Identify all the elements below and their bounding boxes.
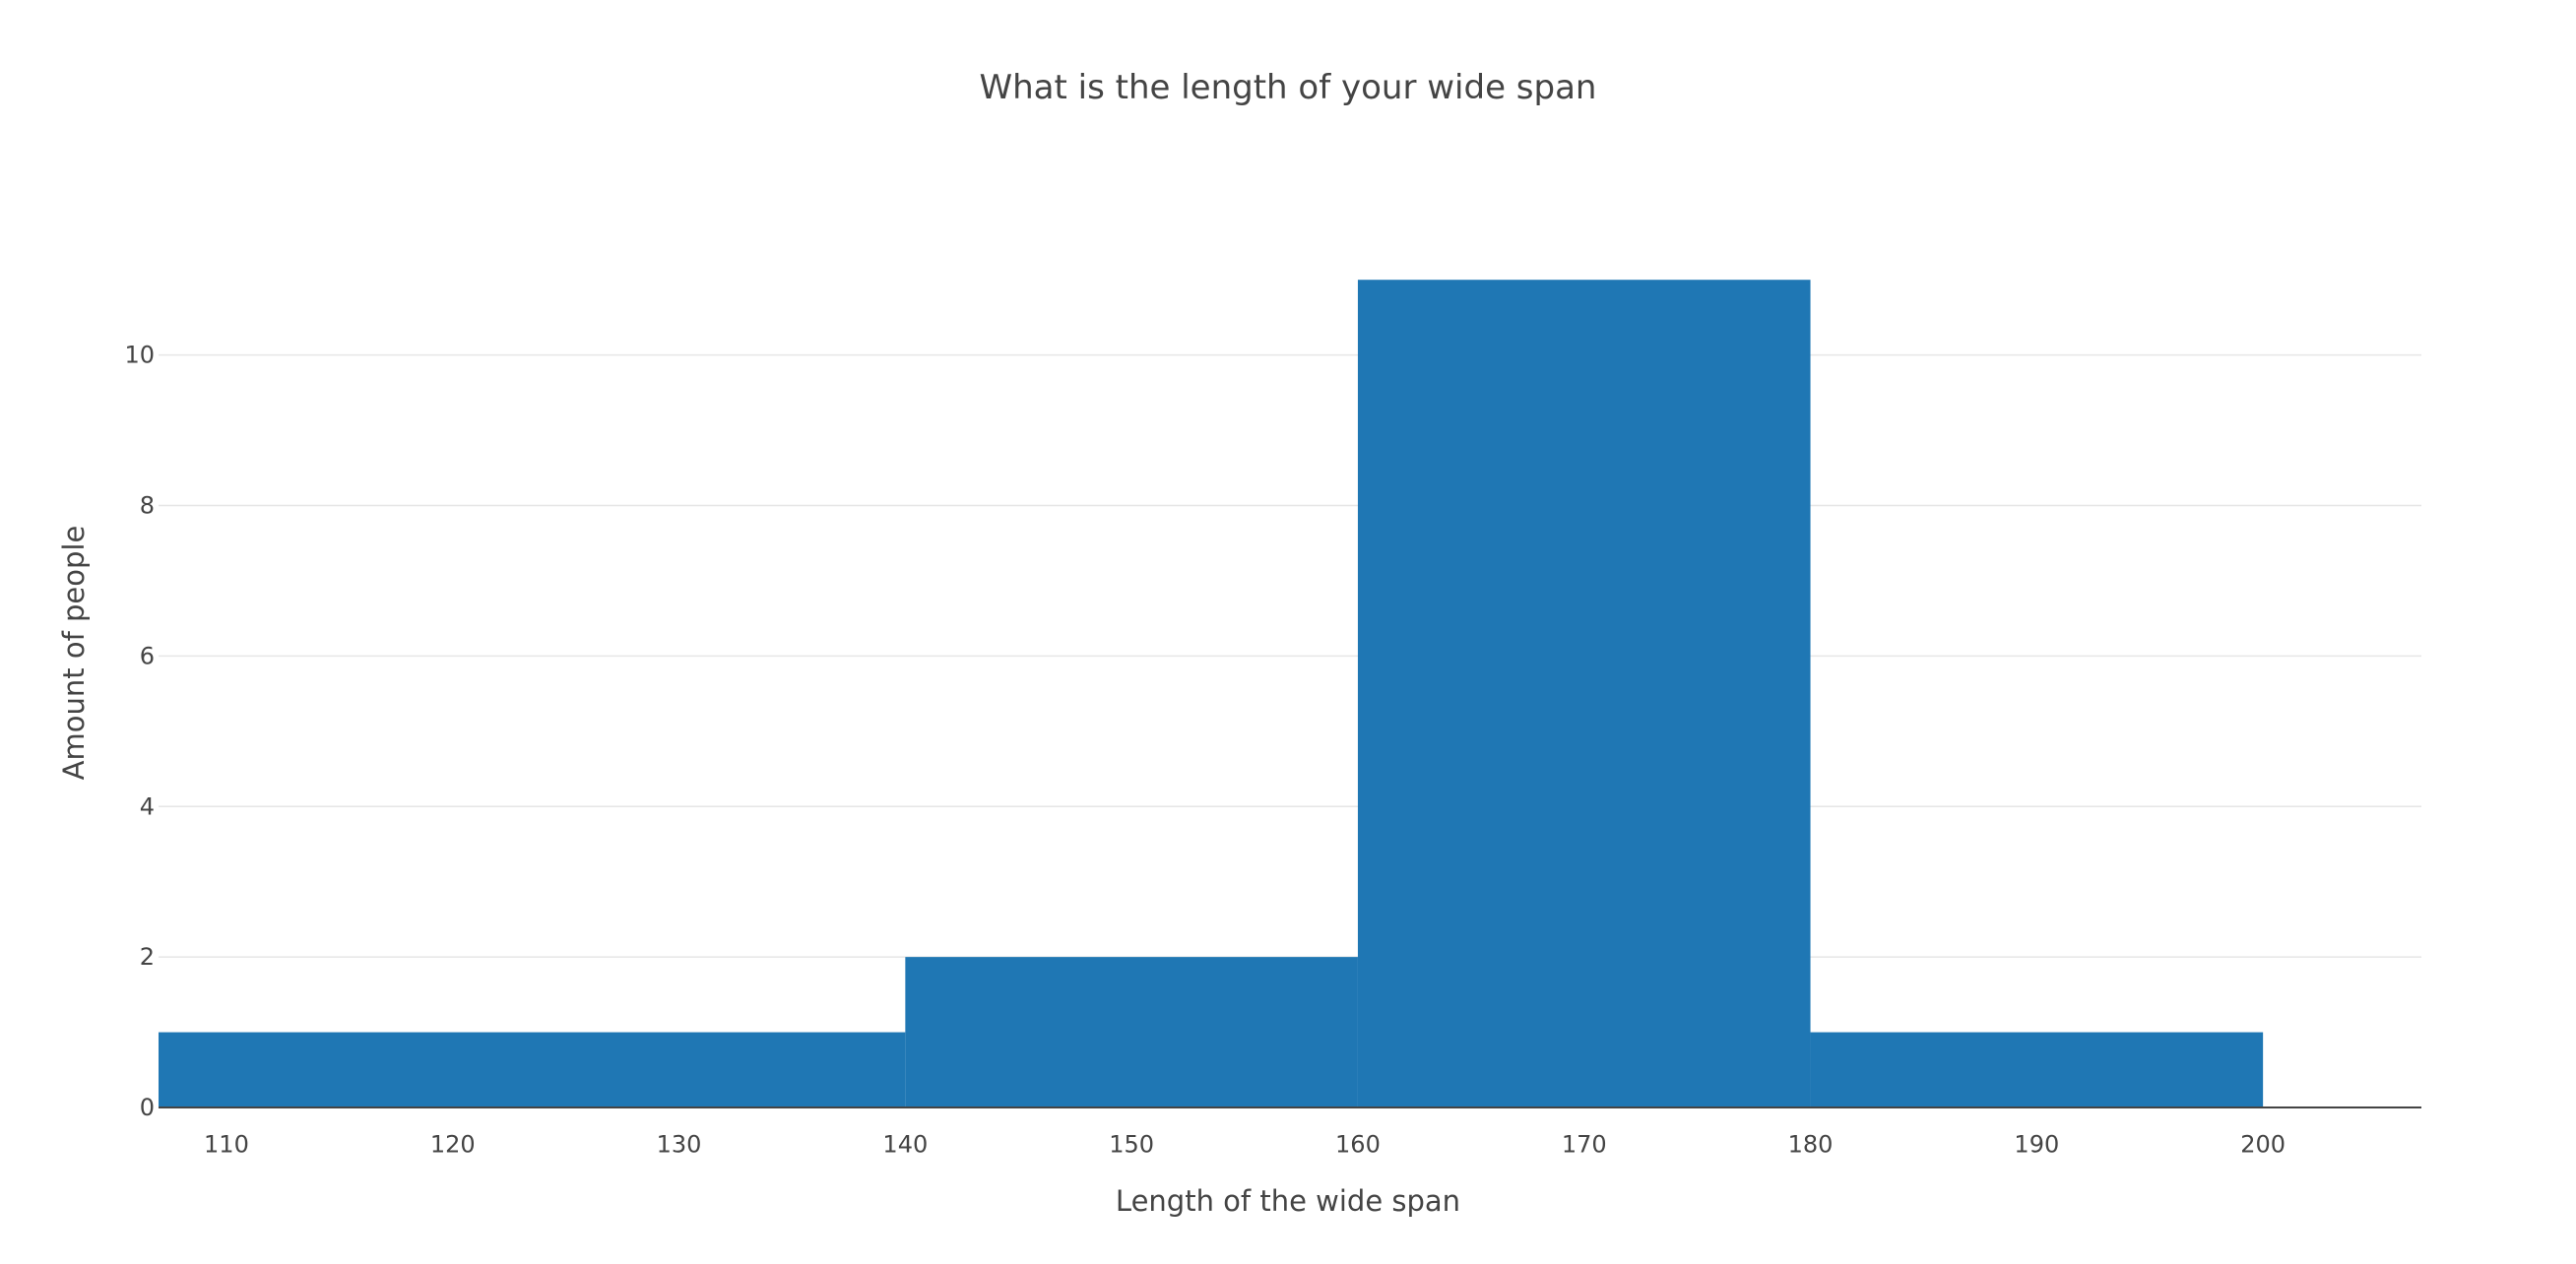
grid-lines: [159, 353, 2421, 958]
y-tick-label-4: 4: [140, 792, 155, 820]
x-tick-label-130: 130: [657, 1131, 702, 1159]
x-axis-ticks: 110 120 130 140 150 160 170 180 190 200: [204, 1131, 2286, 1159]
x-tick-label-190: 190: [2014, 1131, 2059, 1159]
x-tick-label-140: 140: [882, 1131, 928, 1159]
x-tick-label-200: 200: [2240, 1131, 2286, 1159]
y-axis-ticks: 0 2 4 6 8 10: [124, 342, 155, 1121]
x-tick-label-150: 150: [1109, 1131, 1154, 1159]
y-tick-label-2: 2: [140, 943, 155, 971]
x-tick-label-120: 120: [430, 1131, 476, 1159]
histogram-bar-2[interactable]: [905, 957, 1358, 1107]
histogram-bars: [159, 280, 2264, 1107]
x-axis-title: Length of the wide span: [1116, 1184, 1460, 1218]
y-tick-label-10: 10: [124, 342, 155, 369]
y-tick-label-8: 8: [140, 492, 155, 520]
histogram-bar-4[interactable]: [1810, 1032, 2264, 1107]
x-tick-label-110: 110: [204, 1131, 249, 1159]
histogram-bar-1[interactable]: [159, 1032, 906, 1107]
x-tick-label-160: 160: [1335, 1131, 1381, 1159]
chart-title: What is the length of your wide span: [980, 68, 1597, 107]
y-axis-title: Amount of people: [57, 526, 91, 781]
y-tick-label-6: 6: [140, 642, 155, 669]
y-tick-label-0: 0: [140, 1094, 155, 1121]
x-tick-label-180: 180: [1788, 1131, 1834, 1159]
histogram-bar-3[interactable]: [1357, 280, 1811, 1107]
x-tick-label-170: 170: [1562, 1131, 1607, 1159]
